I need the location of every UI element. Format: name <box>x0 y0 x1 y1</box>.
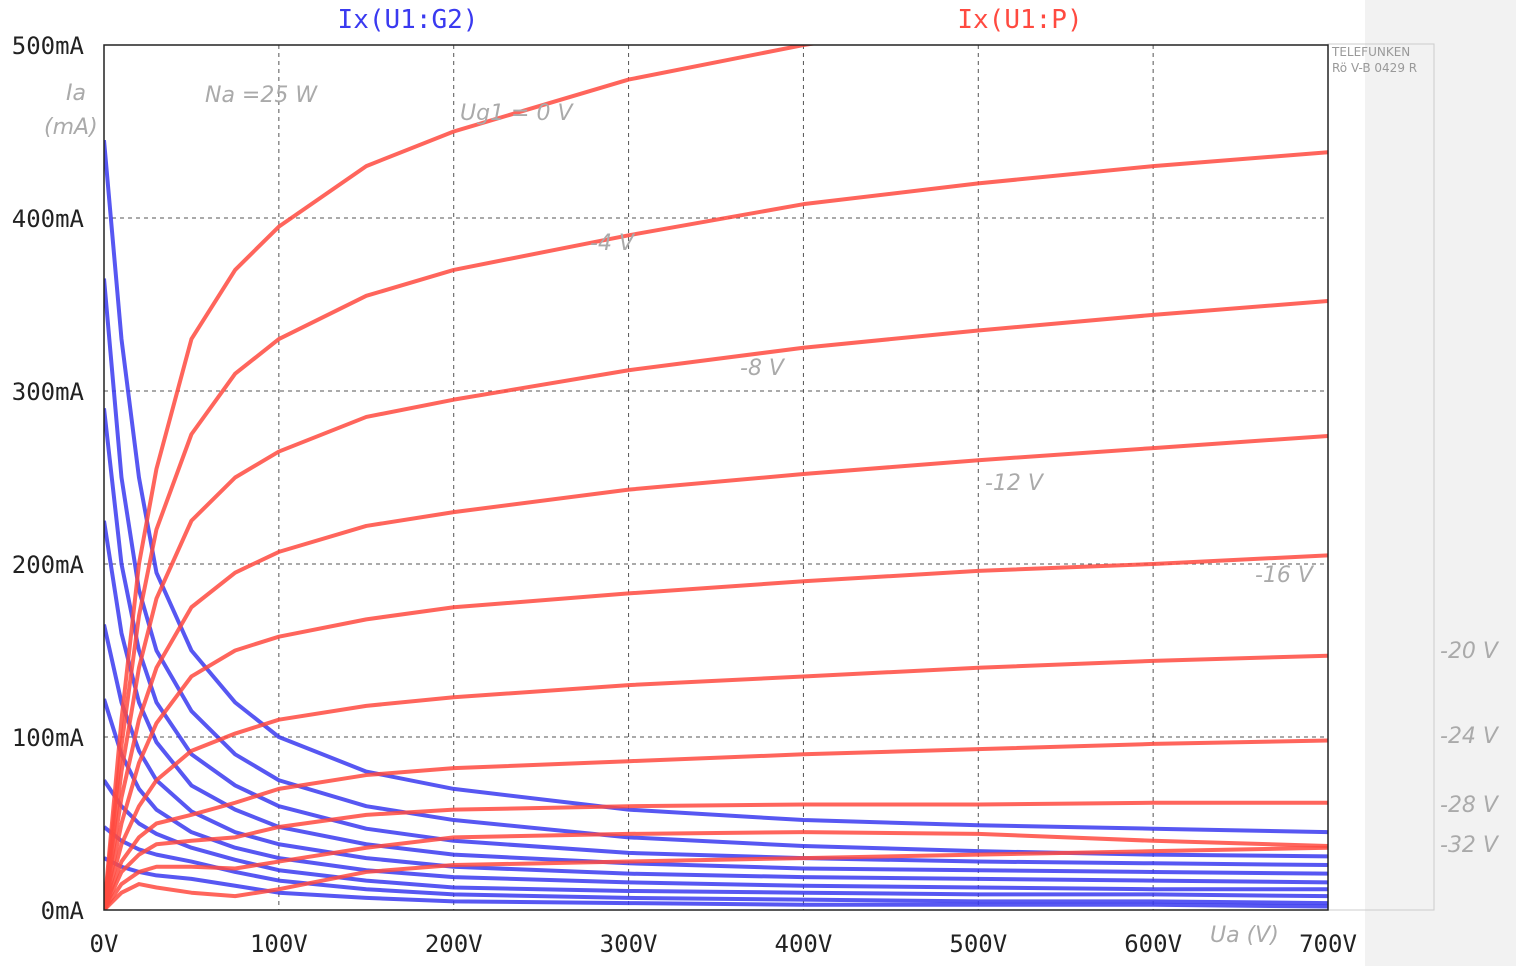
y-tick-label: 400mA <box>12 205 85 233</box>
annotation: -20 V <box>1440 639 1500 664</box>
x-tick-label: 0V <box>90 930 119 958</box>
labels: 0V 100V 200V 300V 400V 500V 600V 700V 0mA 100mA 20… <box>12 32 1357 958</box>
curve <box>104 825 1328 906</box>
curve <box>104 800 1328 910</box>
curve <box>104 278 1328 859</box>
curve <box>104 520 1328 876</box>
curve <box>104 653 1328 910</box>
y-tick-label: 0mA <box>41 897 85 925</box>
annotation: -28 V <box>1440 793 1500 818</box>
x-tick-label: 200V <box>425 930 483 958</box>
curve <box>104 150 1328 910</box>
curve <box>104 779 1328 899</box>
curve <box>104 830 1328 910</box>
annotation: Rö V-B 0429 R <box>1332 61 1417 75</box>
curves <box>104 45 1328 910</box>
annotation: -8 V <box>740 356 786 381</box>
curve <box>104 433 1328 910</box>
annotation: Ia <box>66 81 86 106</box>
curve <box>104 698 1328 892</box>
plot-frame <box>103 44 1329 911</box>
annotation: Na =25 W <box>205 83 318 108</box>
annotation: -4 V <box>590 231 636 256</box>
annotation: -32 V <box>1440 833 1500 858</box>
annotation: Ug1 = 0 V <box>460 101 574 126</box>
grid <box>103 44 1329 911</box>
curve <box>104 738 1328 910</box>
x-tick-label: 700V <box>1299 930 1357 958</box>
legend-entry: Ix(U1:G2) <box>338 5 479 35</box>
y-tick-label: 500mA <box>12 32 85 60</box>
y-tick-label: 300mA <box>12 378 85 406</box>
x-tick-label: 500V <box>949 930 1007 958</box>
curve <box>104 299 1328 910</box>
legend-entry: Ix(U1:P) <box>957 5 1082 35</box>
y-tick-label: 100mA <box>12 724 85 752</box>
y-tick-label: 200mA <box>12 551 85 579</box>
curve <box>104 845 1328 910</box>
annotation: TELEFUNKEN <box>1331 45 1410 59</box>
x-tick-label: 400V <box>775 930 833 958</box>
curve <box>104 553 1328 910</box>
x-tick-label: 100V <box>250 930 308 958</box>
curve <box>104 45 818 910</box>
annotation: -12 V <box>985 471 1045 496</box>
x-tick-label: 300V <box>600 930 658 958</box>
annotation: Ua (V) <box>1210 923 1279 948</box>
annotation: -16 V <box>1255 563 1315 588</box>
annotation: -24 V <box>1440 724 1500 749</box>
side-strip <box>1365 0 1516 966</box>
curve <box>104 139 1328 835</box>
x-tick-label: 600V <box>1124 930 1182 958</box>
annotation: (mA) <box>44 115 98 140</box>
